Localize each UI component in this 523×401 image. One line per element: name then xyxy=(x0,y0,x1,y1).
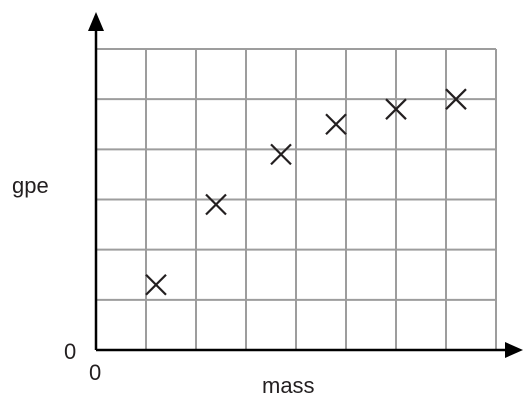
data-point-marker xyxy=(385,98,407,120)
axes xyxy=(88,12,523,358)
data-point-marker xyxy=(145,274,167,296)
y-origin-label: 0 xyxy=(64,339,76,364)
y-axis-arrowhead xyxy=(88,12,104,31)
data-point-marker xyxy=(270,143,292,166)
y-axis-label: gpe xyxy=(12,173,49,198)
x-axis-label: mass xyxy=(262,373,315,398)
data-point-marker xyxy=(325,113,347,136)
data-point-marker xyxy=(205,193,227,216)
x-origin-label: 0 xyxy=(89,360,101,385)
grid xyxy=(96,48,497,350)
data-points xyxy=(145,88,467,296)
data-point-marker xyxy=(445,88,467,110)
x-axis-arrowhead xyxy=(505,342,523,358)
